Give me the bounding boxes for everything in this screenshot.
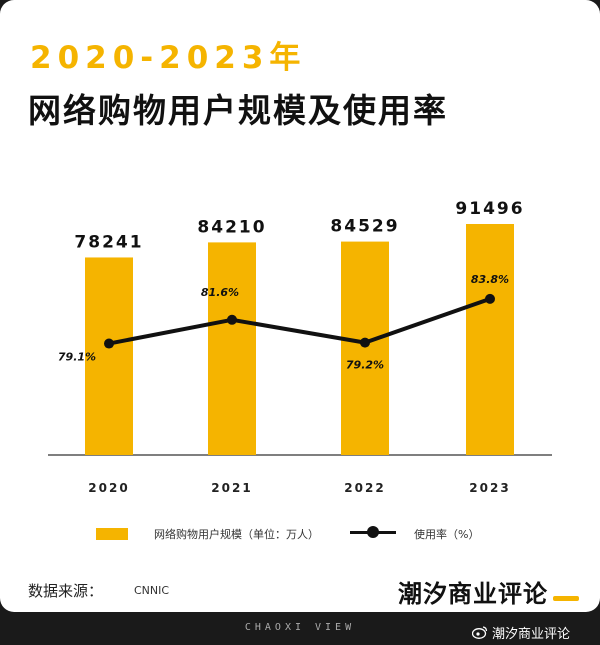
line-point-2023 — [485, 293, 495, 304]
bar-value-label-2020: 78241 — [74, 232, 143, 252]
source-value: CNNIC — [134, 584, 170, 597]
source-label: 数据来源： — [28, 582, 104, 600]
line-value-label-2023: 83.8% — [471, 273, 509, 286]
line-point-2021 — [227, 314, 237, 325]
line-series-usage-rate — [108, 297, 491, 346]
legend: 网络购物用户规模（单位：万人） 使用率（%） — [96, 522, 516, 546]
line-value-label-2022: 79.2% — [346, 359, 384, 372]
watermark-text: 潮汐商业评论 — [492, 626, 571, 642]
bar-value-label-2021: 84210 — [197, 217, 266, 237]
bar-value-label-2022: 84529 — [330, 217, 399, 237]
line-point-2020 — [104, 338, 114, 349]
x-tick-label-2021: 2021 — [211, 481, 252, 495]
x-tick-label-2020: 2020 — [88, 481, 129, 495]
bar-value-label-2023: 91496 — [455, 199, 524, 219]
page-title: 网络购物用户规模及使用率 — [28, 91, 448, 130]
title-years: 2020-2023年 — [30, 40, 307, 76]
brand-english: CHAOXI VIEW — [244, 622, 356, 633]
legend-line-label: 使用率（%） — [414, 528, 480, 541]
bar-2020 — [85, 257, 133, 455]
x-tick-label-2023: 2023 — [469, 481, 510, 495]
line-value-label-2021: 81.6% — [201, 286, 239, 299]
chart: 78241 2020 84210 2021 84529 2022 91496 2023 79.1… — [48, 199, 552, 495]
bar-2021 — [208, 242, 256, 455]
x-tick-label-2022: 2022 — [344, 481, 385, 495]
bar-2023 — [466, 223, 514, 455]
bar-2022 — [341, 241, 389, 455]
infographic-card: 2020-2023年 网络购物用户规模及使用率 78241 2020 84210 20… — [0, 0, 600, 612]
legend-line-marker — [367, 526, 379, 538]
line-point-2022 — [360, 337, 370, 348]
legend-bar-label: 网络购物用户规模（单位：万人） — [154, 528, 319, 541]
brand-accent — [553, 596, 579, 601]
watermark: 潮汐商业评论 — [472, 622, 570, 642]
line-value-label-2020: 79.1% — [58, 351, 96, 364]
weibo-icon — [472, 626, 488, 639]
brand-logo: 潮汐商业评论 — [398, 580, 548, 608]
legend-bar-swatch — [96, 528, 128, 540]
